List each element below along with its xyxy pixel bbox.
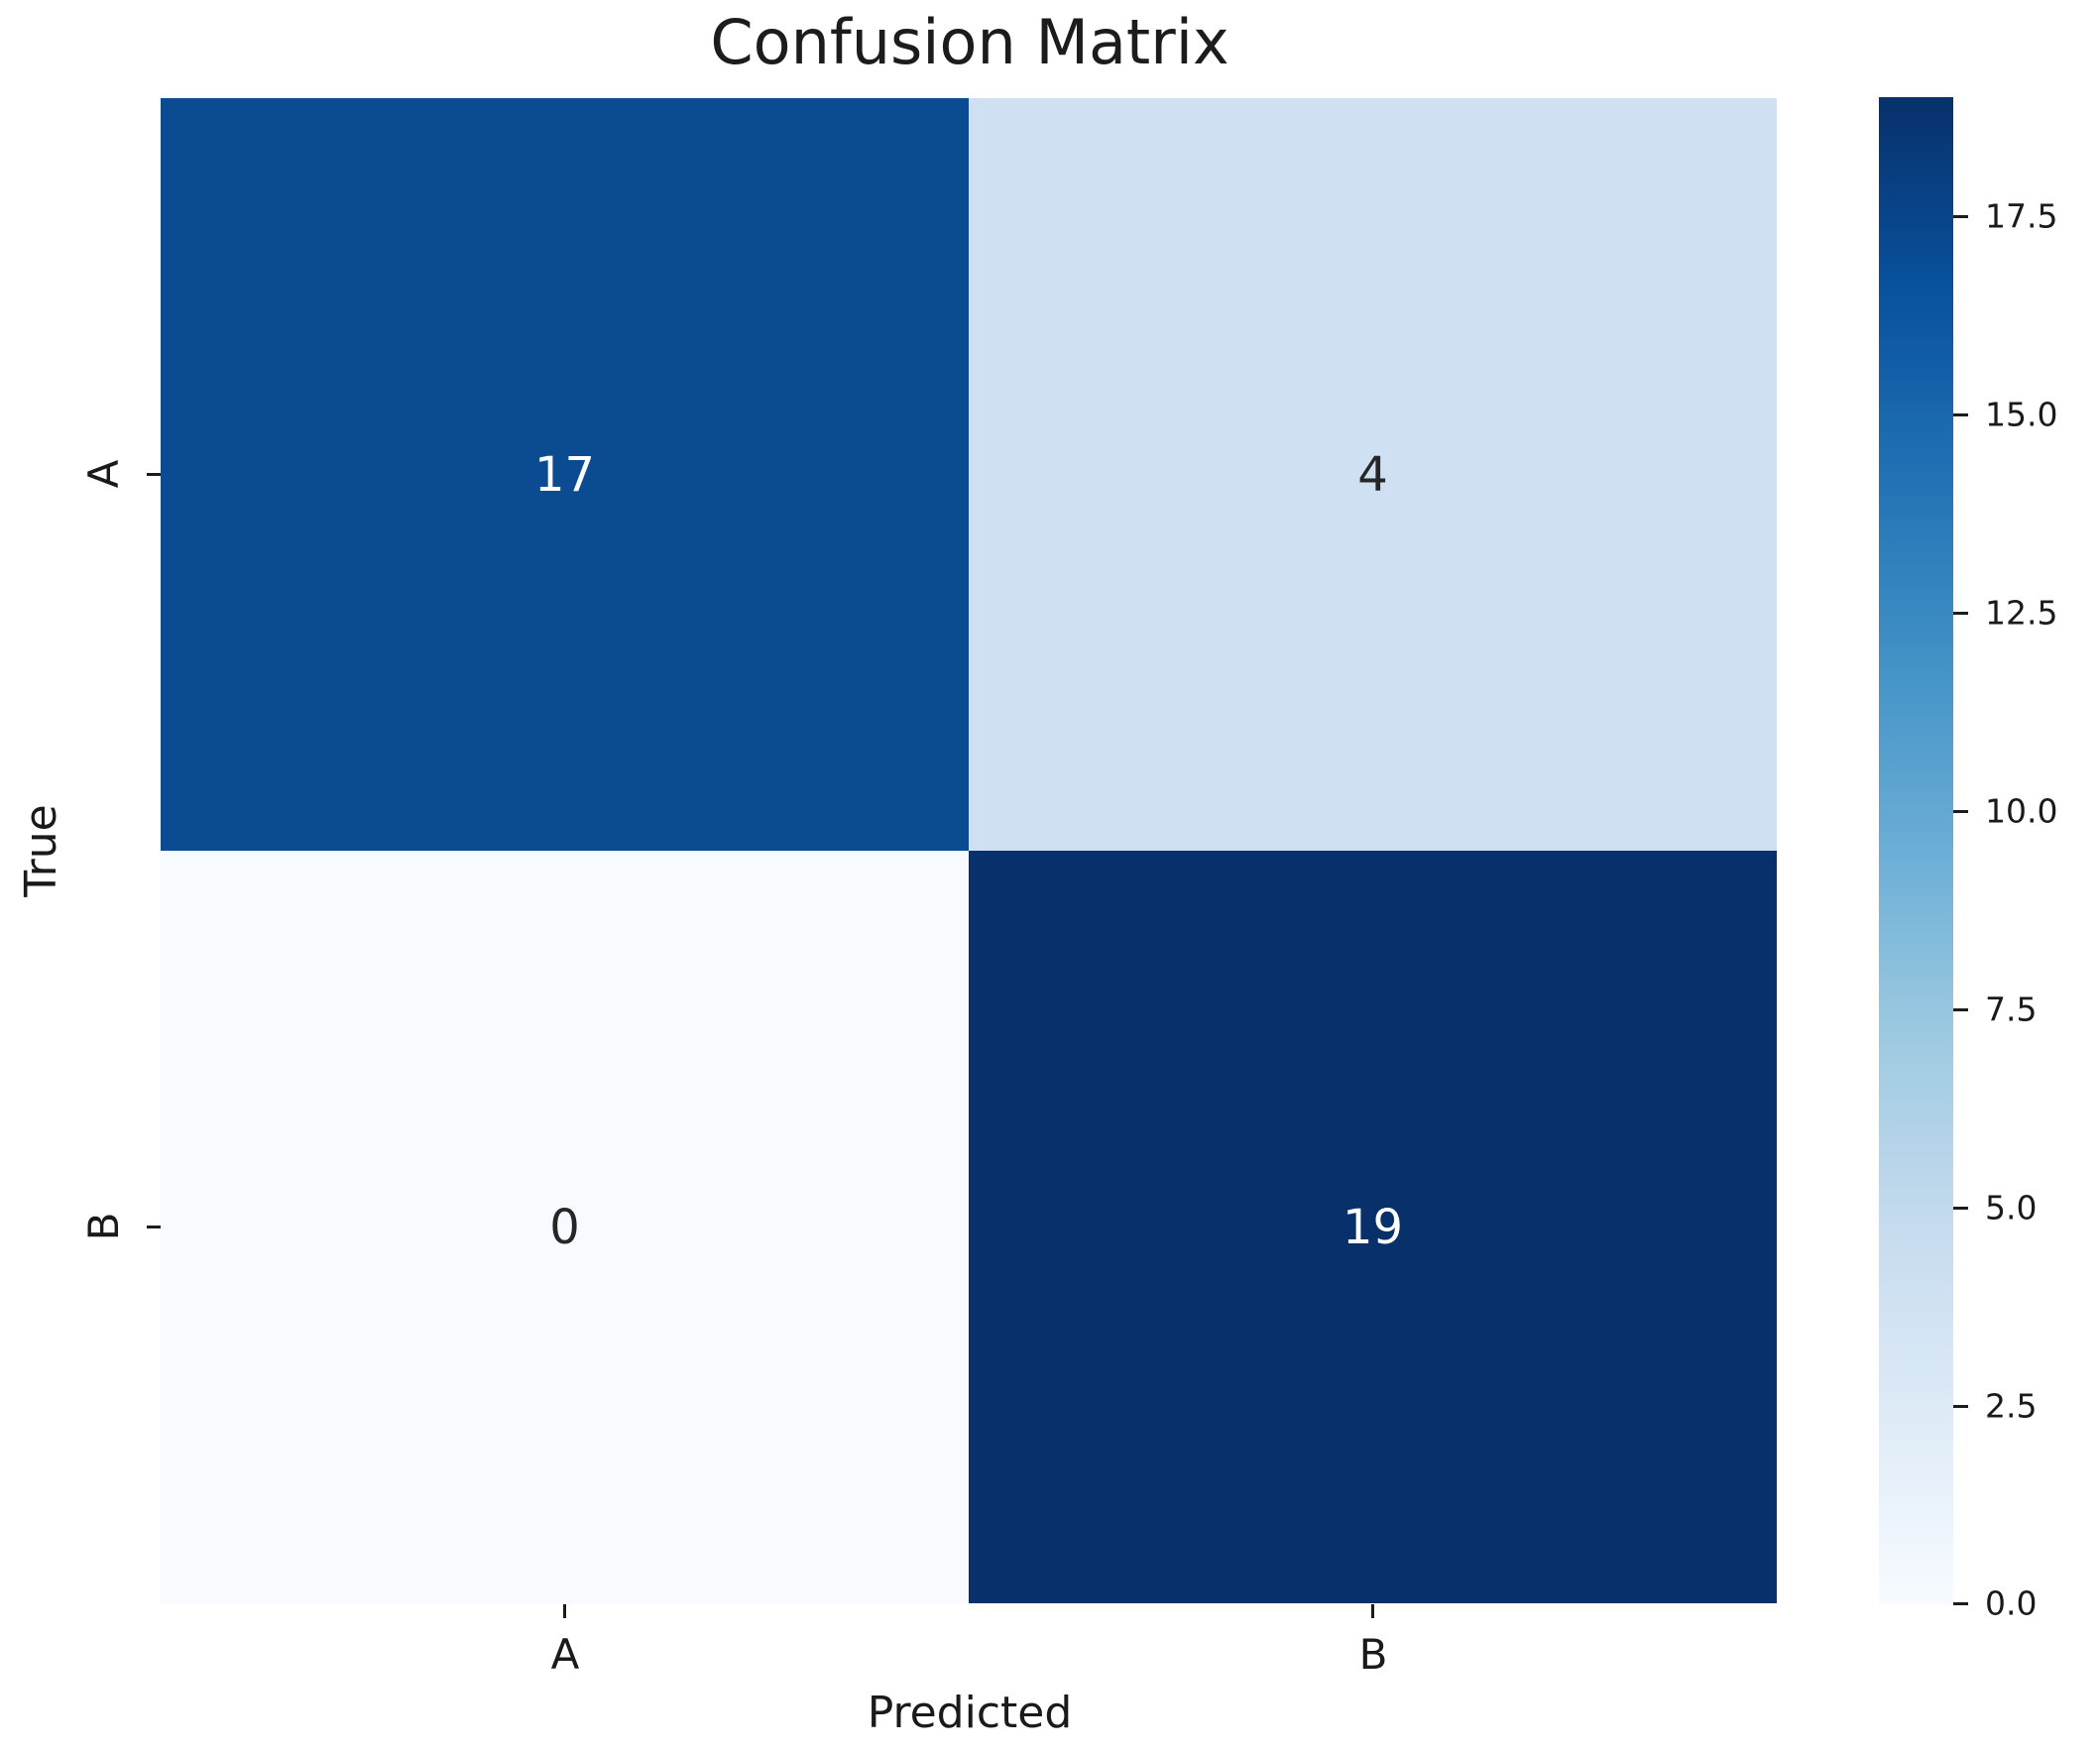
colorbar-tick-mark [1953, 1405, 1968, 1408]
y-tick-mark-b [147, 1226, 161, 1228]
colorbar-tick-mark [1953, 612, 1968, 615]
colorbar [1879, 97, 1953, 1604]
heatmap-cell-trueA-predB: 4 [969, 98, 1777, 851]
heatmap-cell-trueA-predA: 17 [161, 98, 969, 851]
y-tick-label-b: B [79, 1212, 128, 1241]
x-tick-label-b: B [1358, 1630, 1388, 1679]
colorbar-tick-mark [1953, 1008, 1968, 1011]
colorbar-tick-label: 12.5 [1985, 593, 2058, 633]
cell-annotation: 19 [1342, 1199, 1404, 1255]
colorbar-tick-label: 17.5 [1985, 196, 2058, 236]
y-tick-mark-a [147, 473, 161, 476]
x-tick-label-a: A [550, 1630, 580, 1679]
chart-title: Confusion Matrix [710, 6, 1229, 78]
colorbar-tick-label: 5.0 [1985, 1188, 2038, 1227]
colorbar-tick-mark [1953, 215, 1968, 218]
x-axis-label: Predicted [867, 1688, 1073, 1738]
cell-annotation: 17 [533, 446, 596, 503]
colorbar-tick-label: 15.0 [1985, 395, 2058, 434]
x-tick-mark-a [563, 1604, 566, 1618]
colorbar-tick-label: 7.5 [1985, 990, 2038, 1029]
colorbar-tick-mark [1953, 413, 1968, 416]
colorbar-tick-mark [1953, 1207, 1968, 1210]
cell-annotation: 4 [1357, 446, 1388, 503]
heatmap: 17 4 0 19 [161, 98, 1777, 1603]
colorbar-tick-label: 0.0 [1985, 1583, 2038, 1623]
y-axis-label: True [16, 804, 66, 897]
cell-annotation: 0 [549, 1199, 580, 1255]
y-tick-label-a: A [79, 459, 128, 489]
colorbar-tick-mark [1953, 1602, 1968, 1605]
colorbar-tick-label: 2.5 [1985, 1386, 2038, 1426]
x-tick-mark-b [1371, 1604, 1374, 1618]
colorbar-tick-label: 10.0 [1985, 791, 2058, 831]
heatmap-cell-trueB-predB: 19 [969, 851, 1777, 1603]
colorbar-tick-mark [1953, 810, 1968, 813]
heatmap-cell-trueB-predA: 0 [161, 851, 969, 1603]
